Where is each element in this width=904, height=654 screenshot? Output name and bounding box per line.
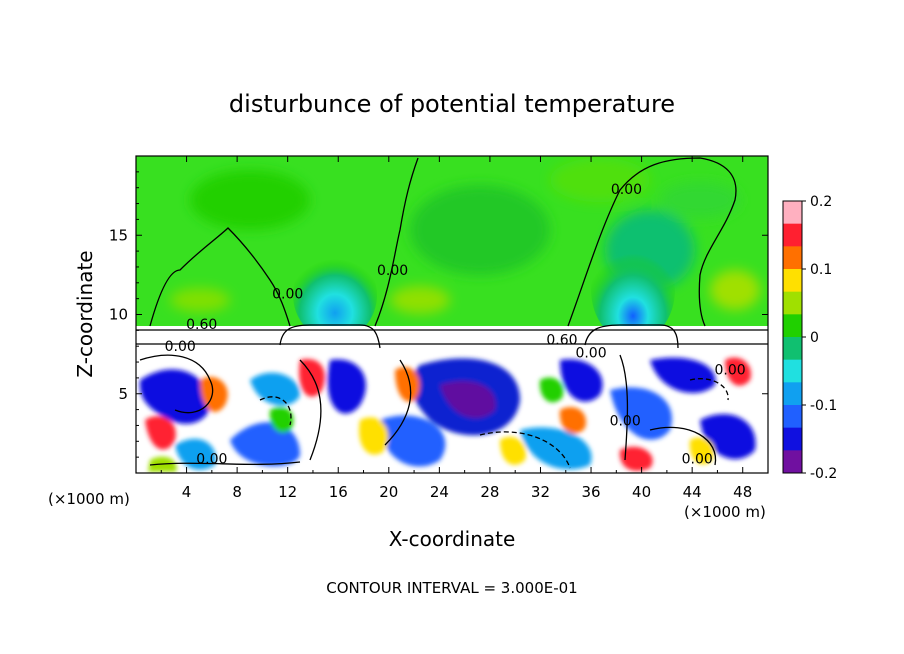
colorbar-swatch xyxy=(783,223,802,247)
plume-right xyxy=(591,238,675,342)
contour-label: 0.00 xyxy=(682,451,713,467)
colorbar-swatch xyxy=(783,359,802,383)
contour-label: 0.60 xyxy=(546,333,577,349)
contour-labels: 0.600.000.000.000.000.600.000.000.000.00… xyxy=(165,182,746,467)
contour-label: 0.00 xyxy=(377,263,408,279)
y-axis: 5 10 15 xyxy=(109,171,768,458)
contour-label: 0.00 xyxy=(575,345,606,361)
colorbar-swatch xyxy=(783,246,802,270)
x-tick-label: 44 xyxy=(683,483,702,501)
contour-label: 0.00 xyxy=(714,363,745,379)
x-tick-label: 36 xyxy=(581,483,600,501)
colorbar-swatch xyxy=(783,269,802,293)
contour-dashed-3 xyxy=(689,378,729,401)
contour-label: 0.00 xyxy=(196,451,227,467)
contour-lower-1 xyxy=(139,354,214,414)
colorbar-swatch xyxy=(783,291,802,315)
contour-dashed-2 xyxy=(259,396,292,426)
contour-zero-mid xyxy=(374,157,419,327)
contour-label: 0.00 xyxy=(610,413,641,429)
x-tick-label: 16 xyxy=(329,483,348,501)
colorbar-swatch xyxy=(783,382,802,406)
contour-lower-3 xyxy=(384,359,412,446)
colorbar-swatch xyxy=(783,337,802,361)
x-axis-title: X-coordinate xyxy=(389,527,516,551)
colorbar-tick-label: -0.1 xyxy=(810,398,837,414)
contour-cap-right xyxy=(584,324,679,349)
x-tick-label: 28 xyxy=(480,483,499,501)
x-tick-label: 24 xyxy=(430,483,449,501)
colorbar-swatch xyxy=(783,427,802,451)
x-unit-right: (×1000 m) xyxy=(684,503,766,521)
colorbar-swatch xyxy=(783,405,802,429)
x-tick-label: 20 xyxy=(379,483,398,501)
plume-left xyxy=(293,250,377,340)
x-tick-label: 32 xyxy=(531,483,550,501)
colorbar-swatch xyxy=(783,314,802,338)
white-band xyxy=(136,326,768,348)
contour-zero-left xyxy=(149,227,291,327)
colorbar-tick-label: 0.2 xyxy=(810,194,832,210)
contour-lower-2 xyxy=(299,359,322,461)
colorbar xyxy=(782,200,803,474)
x-tick-label: 4 xyxy=(182,483,192,501)
contour-label: 0.00 xyxy=(165,339,196,355)
contour-interval-note: CONTOUR INTERVAL = 3.000E-01 xyxy=(326,579,577,597)
y-tick-label: 15 xyxy=(109,226,128,244)
contour-label: 0.00 xyxy=(272,287,303,303)
contour-cap-left xyxy=(279,324,381,349)
contour-zero-right xyxy=(567,157,737,327)
x-axis: 4 8 12 16 20 24 28 32 36 40 44 48 xyxy=(160,156,752,501)
colorbar-tick-label: 0 xyxy=(810,330,819,346)
contour-label: 0.00 xyxy=(611,182,642,198)
contour-dashed-1 xyxy=(479,431,571,469)
colorbar-tick-label: 0.1 xyxy=(810,262,832,278)
contour-lines xyxy=(136,157,768,469)
contour-lower-5 xyxy=(649,426,717,466)
colorbar-swatch xyxy=(783,450,802,474)
plot-area xyxy=(136,156,768,473)
x-tick-label: 8 xyxy=(232,483,242,501)
turbulence xyxy=(139,357,756,472)
x-tick-label: 12 xyxy=(278,483,297,501)
y-tick-label: 5 xyxy=(118,385,128,403)
colorbar-swatch xyxy=(783,201,802,225)
y-axis-title: Z-coordinate xyxy=(73,250,97,377)
x-tick-label: 48 xyxy=(733,483,752,501)
contour-lower-6 xyxy=(149,461,301,466)
x-tick-label: 40 xyxy=(632,483,651,501)
upper-field-shading xyxy=(170,158,760,314)
colorbar-ticks: 0.2 0.1 0 -0.1 -0.2 xyxy=(802,194,837,482)
contour-label: 0.60 xyxy=(186,317,217,333)
x-unit-left: (×1000 m) xyxy=(48,490,130,508)
colorbar-tick-label: -0.2 xyxy=(810,466,837,482)
chart-title: disturbunce of potential temperature xyxy=(229,90,675,118)
contour-lower-4 xyxy=(619,354,629,461)
y-tick-label: 10 xyxy=(109,306,128,324)
